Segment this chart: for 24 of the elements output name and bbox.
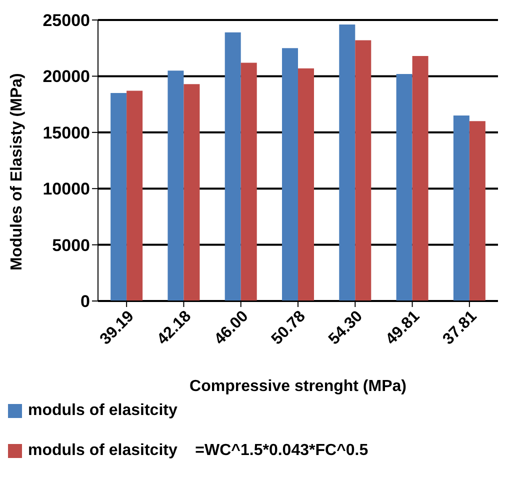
y-axis-title: Modules of Elasisty (MPa) <box>8 73 26 270</box>
bar <box>355 40 372 301</box>
bar <box>298 68 314 301</box>
bar <box>412 56 428 301</box>
bar <box>224 32 241 301</box>
legend-label: moduls of elasitcity <box>28 402 178 420</box>
y-tick-label: 10000 <box>42 180 90 199</box>
bar <box>168 70 184 301</box>
bar <box>469 121 486 301</box>
bar <box>339 24 356 301</box>
y-tick-label: 20000 <box>42 67 90 86</box>
legend-label: moduls of elasitcity =WC^1.5*0.043*FC^0.5 <box>28 442 368 460</box>
bar <box>240 62 257 301</box>
bar <box>110 93 127 301</box>
x-axis-title: Compressive strenght (MPa) <box>190 378 406 395</box>
y-tick-label: 15000 <box>42 123 90 142</box>
bar <box>282 48 298 301</box>
bar <box>453 116 470 301</box>
y-tick-label: 25000 <box>42 11 90 30</box>
bar <box>126 90 143 301</box>
y-tick-label: 5000 <box>52 236 90 255</box>
bar <box>396 74 412 301</box>
y-tick-label: 0 <box>80 292 90 312</box>
bar <box>184 84 200 301</box>
